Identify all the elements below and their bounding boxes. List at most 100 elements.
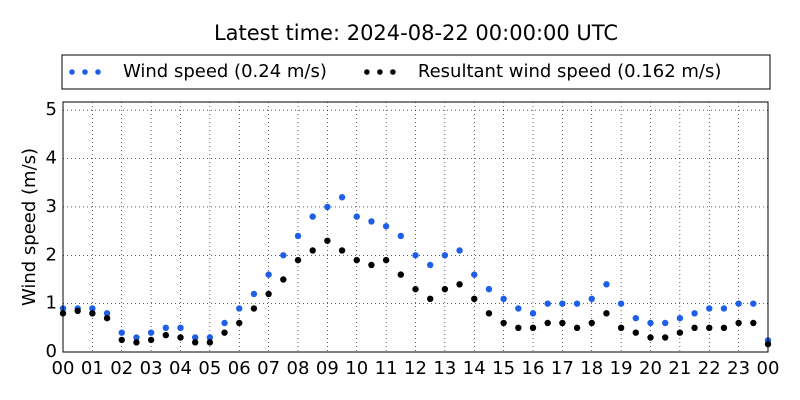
scatter-point xyxy=(720,305,728,312)
scatter-point xyxy=(588,295,595,303)
scatter-point xyxy=(720,324,728,332)
scatter-point xyxy=(221,329,228,336)
scatter-point xyxy=(603,310,610,317)
scatter-point xyxy=(676,314,684,322)
chart-title: Latest time: 2024-08-22 00:00:00 UTC xyxy=(214,21,618,45)
scatter-point xyxy=(103,314,111,322)
x-tick-label: 19 xyxy=(610,358,633,379)
scatter-point xyxy=(309,247,316,254)
scatter-point xyxy=(177,334,184,341)
y-tick-label: 0 xyxy=(46,341,57,362)
scatter-point xyxy=(456,247,463,254)
scatter-point xyxy=(617,300,625,307)
scatter-point xyxy=(118,336,125,344)
scatter-point xyxy=(353,213,360,220)
scatter-point xyxy=(573,300,581,307)
scatter-point xyxy=(706,305,713,312)
x-tick-label: 14 xyxy=(463,358,486,379)
scatter-point xyxy=(441,252,449,259)
scatter-point xyxy=(133,334,140,341)
scatter-point xyxy=(206,334,214,341)
scatter-point xyxy=(133,339,140,346)
scatter-point xyxy=(294,232,302,240)
x-tick-label: 10 xyxy=(345,358,368,379)
legend-box xyxy=(61,54,771,90)
scatter-point xyxy=(485,285,493,293)
scatter-point xyxy=(147,329,155,336)
y-tick-label: 3 xyxy=(46,196,57,217)
scatter-point xyxy=(368,261,375,269)
legend-marker xyxy=(95,69,101,75)
scatter-point xyxy=(632,314,640,322)
scatter-point xyxy=(309,213,316,220)
scatter-point xyxy=(74,307,81,315)
x-tick-label: 21 xyxy=(668,358,691,379)
legend-marker xyxy=(82,69,88,75)
scatter-point xyxy=(397,271,405,278)
scatter-point xyxy=(661,319,669,327)
x-tick-label: 22 xyxy=(698,358,721,379)
legend-marker xyxy=(69,69,75,75)
y-tick-label: 4 xyxy=(46,148,57,169)
x-tick-label: 06 xyxy=(228,358,251,379)
scatter-point xyxy=(412,252,419,259)
scatter-point xyxy=(250,305,258,312)
scatter-point xyxy=(691,324,698,332)
scatter-point xyxy=(338,194,346,201)
scatter-point xyxy=(294,256,302,264)
legend-marker xyxy=(377,69,383,75)
scatter-point xyxy=(603,281,610,288)
scatter-point xyxy=(691,310,698,317)
scatter-point xyxy=(559,319,566,327)
scatter-point xyxy=(412,285,419,293)
scatter-point xyxy=(103,310,111,317)
legend-label: Wind speed (0.24 m/s) xyxy=(123,61,327,82)
scatter-point xyxy=(338,247,346,254)
scatter-point xyxy=(397,232,405,240)
scatter-point xyxy=(236,319,243,327)
scatter-point xyxy=(353,256,360,264)
x-tick-label: 15 xyxy=(492,358,515,379)
scatter-point xyxy=(559,300,566,307)
scatter-point xyxy=(471,271,478,278)
x-tick-label: 00 xyxy=(757,358,780,379)
scatter-point xyxy=(426,261,434,269)
y-tick-label: 1 xyxy=(46,293,57,314)
scatter-point xyxy=(426,295,434,303)
scatter-point xyxy=(118,329,125,336)
scatter-point xyxy=(706,324,713,332)
scatter-point xyxy=(191,339,199,346)
scatter-point xyxy=(515,324,522,332)
scatter-point xyxy=(382,223,390,230)
legend-label: Resultant wind speed (0.162 m/s) xyxy=(418,61,722,82)
x-tick-label: 11 xyxy=(375,358,398,379)
scatter-point xyxy=(162,324,170,332)
x-tick-label: 16 xyxy=(522,358,545,379)
x-tick-label: 20 xyxy=(639,358,662,379)
scatter-point xyxy=(147,336,155,344)
scatter-point xyxy=(617,324,625,332)
scatter-point xyxy=(236,305,243,312)
scatter-point xyxy=(485,310,493,317)
x-tick-label: 00 xyxy=(52,358,75,379)
x-tick-label: 17 xyxy=(551,358,574,379)
x-tick-label: 04 xyxy=(169,358,192,379)
legend-marker xyxy=(390,69,396,75)
scatter-point xyxy=(456,281,463,288)
scatter-point xyxy=(544,319,551,327)
x-tick-label: 08 xyxy=(287,358,310,379)
scatter-point xyxy=(544,300,551,307)
scatter-point xyxy=(177,324,184,332)
y-axis-label: Wind speed (m/s) xyxy=(19,148,40,306)
scatter-point xyxy=(500,319,507,327)
y-tick-label: 2 xyxy=(46,244,57,265)
scatter-point xyxy=(735,319,742,327)
scatter-point xyxy=(471,295,478,303)
scatter-point xyxy=(750,319,757,327)
scatter-point xyxy=(368,218,375,225)
x-tick-label: 18 xyxy=(580,358,603,379)
scatter-point xyxy=(735,300,742,307)
scatter-point xyxy=(162,331,170,339)
scatter-point xyxy=(529,310,537,317)
